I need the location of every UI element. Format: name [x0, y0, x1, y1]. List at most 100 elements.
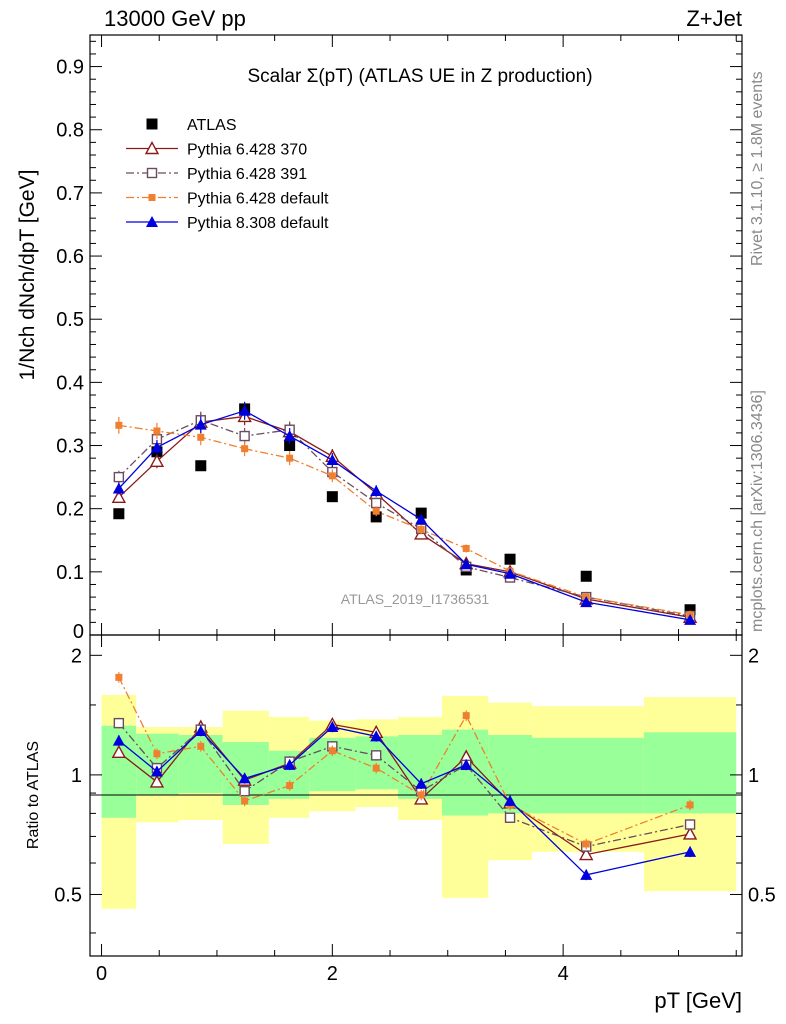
main-y-tick-label: 0.6 — [56, 246, 84, 268]
main-y-tick-label: 0.9 — [56, 57, 84, 79]
main-data-point — [113, 508, 125, 520]
legend: ATLAS Pythia 6.428 370 Pythia 6.428 391 Pyt… — [126, 117, 329, 232]
main-data-point — [112, 482, 125, 494]
main-plot-watermark: ATLAS_2019_I1736531 — [341, 591, 490, 607]
x-tick-label: 0 — [96, 963, 107, 985]
legend-marker — [146, 167, 158, 179]
legend-label: Pythia 8.308 default — [187, 215, 329, 232]
ratio-data-point — [504, 812, 516, 823]
main-y-tick-label-zero: 0 — [73, 621, 84, 643]
legend-label: Pythia 6.428 391 — [187, 166, 307, 183]
ratio-data-point — [504, 794, 517, 806]
ratio-data-point — [239, 785, 250, 797]
main-series-line — [118, 419, 691, 617]
legend-label: ATLAS — [187, 117, 237, 134]
legend-label: Pythia 6.428 370 — [187, 142, 307, 159]
main-data-point — [195, 460, 207, 472]
main-data-point — [149, 453, 165, 468]
main-series-line — [118, 424, 691, 616]
main-data-point — [460, 558, 473, 570]
main-data-point — [417, 526, 425, 534]
ratio-data-point — [197, 742, 205, 750]
main-data-point — [684, 604, 696, 616]
main-data-point — [415, 507, 427, 519]
ratio-data-point — [286, 782, 294, 790]
ratio-y-tick-label-left: 0.5 — [54, 884, 82, 906]
ratio-data-point — [684, 845, 697, 857]
legend-item: Pythia 8.308 default — [126, 215, 329, 232]
main-series-line — [118, 410, 691, 621]
main-data-point — [284, 440, 296, 452]
legend-marker — [146, 216, 158, 227]
ratio-data-point — [283, 758, 296, 770]
ratio-data-point — [370, 730, 383, 742]
legend-marker — [148, 194, 156, 201]
main-data-point — [283, 430, 296, 442]
ratio-data-point — [113, 717, 125, 729]
main-data-point — [150, 441, 163, 453]
main-data-point — [326, 454, 339, 466]
ratio-data-point — [111, 744, 127, 758]
main-y-tick-label: 0.7 — [56, 183, 84, 205]
main-data-point — [684, 613, 697, 625]
x-axis-label: pT [GeV] — [654, 988, 742, 1013]
legend-item: Pythia 6.428 391 — [126, 166, 307, 183]
ratio-data-point — [582, 840, 590, 848]
main-data-point — [241, 445, 249, 453]
ratio-data-point — [370, 750, 382, 761]
legend-marker — [146, 118, 158, 130]
ratio-y-tick-label-right: 1 — [748, 765, 759, 787]
ratio-data-point — [372, 764, 380, 772]
header-left: 13000 GeV pp — [104, 6, 246, 31]
ratio-data-point — [238, 772, 251, 784]
ratio-data-point — [150, 765, 163, 777]
ratio-series-line — [118, 722, 691, 848]
ratio-y-tick-label-right: 2 — [748, 645, 759, 667]
ratio-plot-panel: 0.5 0.5 1 1 2 2 0 2 4 Ratio to ATLAS pT [GeV] — [25, 634, 776, 1013]
ratio-series-line — [118, 726, 691, 876]
main-data-point — [239, 430, 250, 442]
main-data-point — [415, 513, 428, 525]
ratio-series-pythia-6-428-default — [115, 672, 694, 850]
x-tick-label: 2 — [327, 963, 338, 985]
ratio-data-point — [580, 868, 593, 880]
ratio-band-green — [531, 737, 644, 814]
ratio-data-point — [326, 720, 339, 732]
main-data-point — [111, 489, 127, 504]
main-y-tick-label: 0.5 — [56, 309, 84, 331]
main-data-point — [326, 491, 338, 503]
ratio-data-point — [415, 777, 428, 789]
ratio-data-point — [682, 826, 698, 840]
main-data-point — [372, 507, 380, 515]
ratio-band-green — [355, 736, 399, 790]
legend-item: Pythia 6.428 370 — [126, 141, 307, 159]
main-data-point — [115, 421, 123, 429]
header-right: Z+Jet — [686, 6, 742, 31]
ratio-data-point — [115, 673, 123, 681]
main-data-point — [504, 567, 517, 579]
main-data-point — [580, 570, 592, 582]
ratio-data-point — [149, 774, 165, 788]
main-y-tick-label: 0.4 — [56, 372, 84, 394]
main-y-axis-label: 1/Nch dNch/dpT [GeV] — [16, 170, 39, 381]
main-series-pythia-6-428-391 — [113, 411, 696, 622]
main-data-point — [370, 497, 382, 509]
legend-marker — [144, 141, 160, 155]
ratio-data-point — [462, 712, 470, 720]
main-series-line — [118, 415, 691, 618]
main-data-point — [197, 433, 205, 441]
legend-item: ATLAS — [146, 117, 237, 134]
ratio-data-point — [328, 747, 336, 755]
ratio-data-point — [460, 758, 473, 770]
ratio-series-line — [118, 677, 691, 845]
main-y-tick-label: 0.2 — [56, 499, 84, 521]
ratio-plot-frame — [89, 634, 743, 957]
ratio-data-point — [579, 847, 594, 861]
ratio-data-point — [686, 801, 694, 809]
legend-label: Pythia 6.428 default — [187, 191, 329, 208]
x-tick-label: 4 — [558, 963, 569, 985]
ratio-data-point — [417, 791, 425, 799]
main-data-point — [370, 485, 383, 496]
main-data-point — [580, 596, 593, 608]
